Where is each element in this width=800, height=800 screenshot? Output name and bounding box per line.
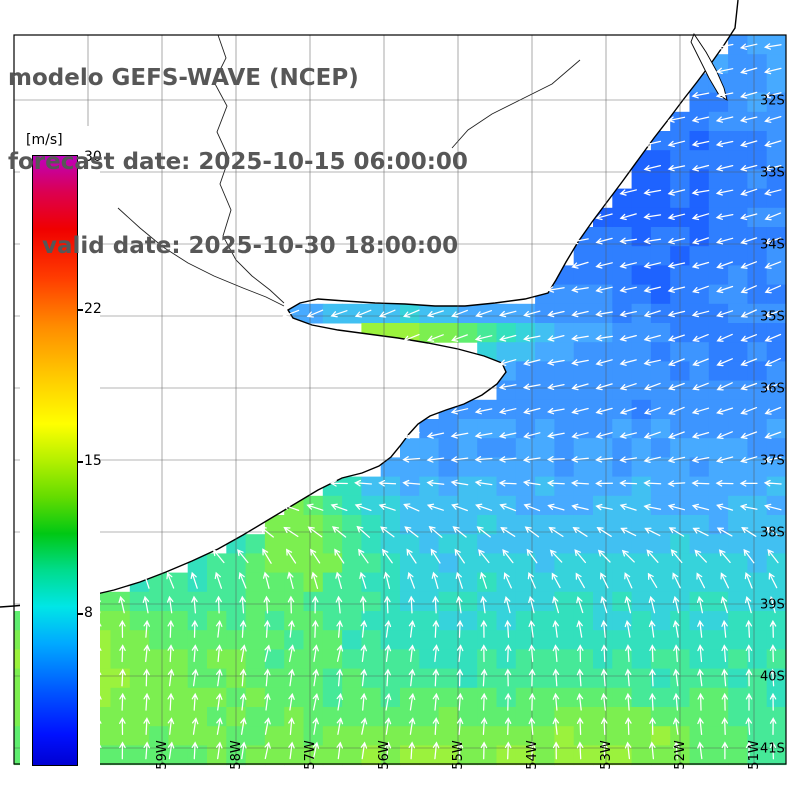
colorbar-tick-label: 22: [84, 301, 102, 317]
lon-label: 52W: [673, 740, 688, 770]
map-frame: [13, 34, 787, 765]
lat-label: 34S: [760, 238, 785, 253]
colorbar-gradient: [32, 155, 78, 766]
lat-label: 39S: [760, 598, 785, 613]
colorbar-tick-mark: [78, 157, 83, 159]
lat-label: 36S: [760, 382, 785, 397]
colorbar-tick-label: 8: [84, 605, 93, 621]
valid-date-label: valid date: 2025-10-30 18:00:00: [42, 233, 459, 259]
lon-label: 53W: [599, 740, 614, 770]
lon-label: 58W: [229, 740, 244, 770]
lat-label: 35S: [760, 310, 785, 325]
lon-label: 59W: [155, 740, 170, 770]
lat-label: 38S: [760, 526, 785, 541]
forecast-date-label: forecast date: 2025-10-15 06:00:00: [8, 149, 468, 175]
wind-direction-arrows: [22, 43, 782, 760]
land-mass: [0, 0, 738, 607]
lon-label: 51W: [747, 740, 762, 770]
lon-label: 54W: [525, 740, 540, 770]
coastline: [0, 0, 739, 608]
coastal-lagoon: [690, 33, 728, 101]
lon-label: 56W: [377, 740, 392, 770]
colorbar: [m/s] 30 22 15 8: [20, 126, 102, 772]
lat-label: 40S: [760, 670, 785, 685]
colorbar-tick-mark: [78, 461, 83, 463]
lat-label: 37S: [760, 454, 785, 469]
colorbar-tick-mark: [78, 613, 83, 615]
colorbar-tick-label: 30: [84, 149, 102, 165]
rivers: [117, 34, 581, 307]
plot-header: modelo GEFS-WAVE (NCEP) forecast date: 2…: [8, 8, 468, 316]
colorbar-tick-mark: [78, 309, 83, 311]
lat-label: 32S: [760, 94, 785, 109]
colorbar-tick-label: 15: [84, 453, 102, 469]
lat-label: 41S: [760, 742, 785, 757]
lat-label: 33S: [760, 166, 785, 181]
lon-label: 55W: [451, 740, 466, 770]
lon-label: 57W: [303, 740, 318, 770]
latitude-labels: 32S 33S 34S 35S 36S 37S 38S 39S 40S 41S: [760, 94, 785, 757]
plot-title: modelo GEFS-WAVE (NCEP): [8, 65, 359, 91]
colorbar-unit-label: [m/s]: [26, 132, 63, 148]
